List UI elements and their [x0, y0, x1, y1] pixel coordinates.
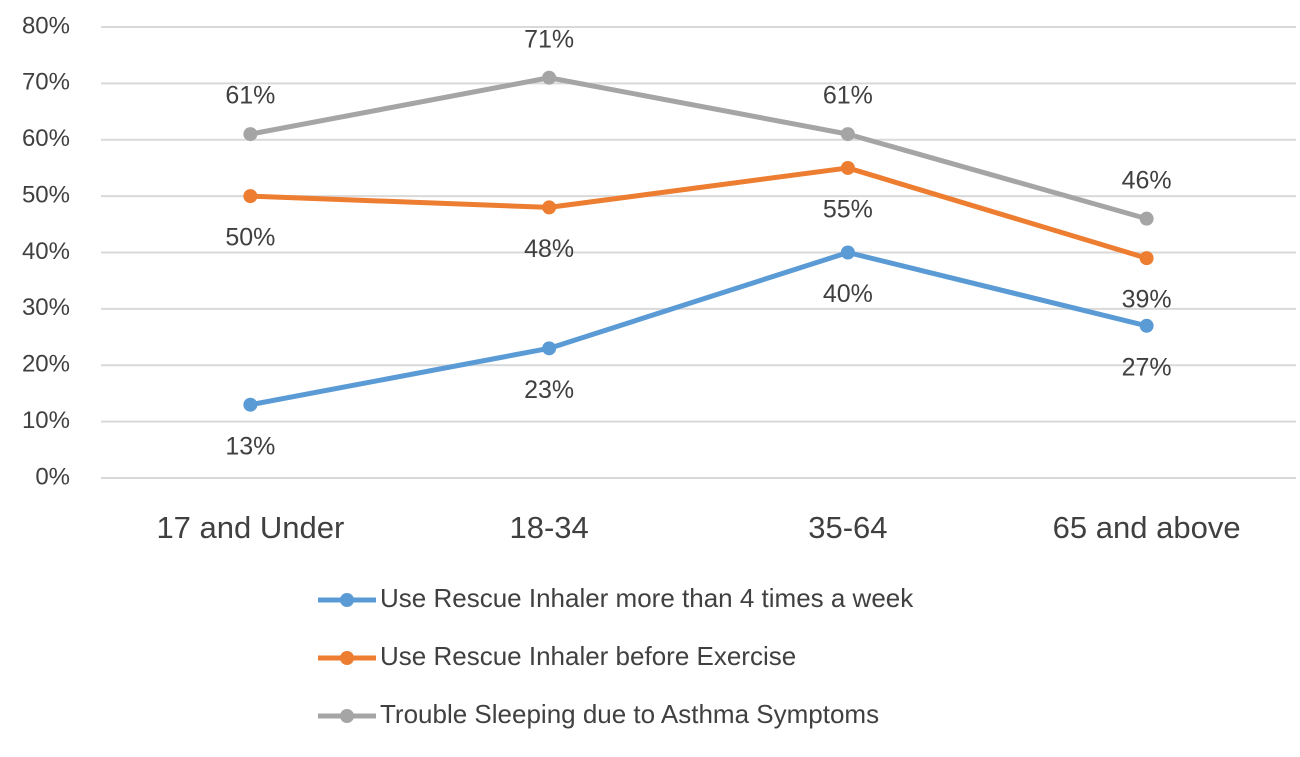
- data-label: 39%: [1122, 286, 1172, 314]
- x-tick-label: 65 and above: [1053, 510, 1241, 545]
- data-point: [542, 341, 557, 356]
- y-tick-label: 80%: [22, 12, 70, 39]
- data-label: 61%: [225, 82, 275, 110]
- data-label: 61%: [823, 82, 873, 110]
- legend-label: Trouble Sleeping due to Asthma Symptoms: [380, 699, 879, 729]
- y-tick-label: 10%: [22, 407, 70, 434]
- data-point: [542, 200, 557, 215]
- series-line: [247, 165, 1150, 261]
- data-label: 13%: [225, 432, 275, 460]
- x-tick-label: 35-64: [808, 510, 887, 545]
- data-label: 40%: [823, 280, 873, 308]
- y-tick-label: 30%: [22, 294, 70, 321]
- y-tick-label: 50%: [22, 181, 70, 208]
- data-point: [542, 70, 557, 85]
- y-tick-label: 60%: [22, 125, 70, 152]
- legend-label: Use Rescue Inhaler before Exercise: [380, 641, 796, 671]
- legend-marker: [340, 709, 354, 723]
- legend-marker: [340, 593, 354, 607]
- data-point: [243, 189, 258, 204]
- data-point: [840, 160, 855, 175]
- y-tick-label: 70%: [22, 69, 70, 96]
- data-label: 23%: [524, 376, 574, 404]
- data-point: [840, 127, 855, 142]
- series-line: [247, 250, 1150, 408]
- data-point: [840, 245, 855, 260]
- data-label: 27%: [1122, 353, 1172, 381]
- data-point: [1139, 211, 1154, 226]
- data-label: 48%: [524, 235, 574, 263]
- x-tick-label: 18-34: [509, 510, 588, 545]
- y-tick-label: 20%: [22, 351, 70, 378]
- data-point: [243, 127, 258, 142]
- legend-label: Use Rescue Inhaler more than 4 times a w…: [380, 583, 914, 613]
- data-point: [243, 397, 258, 412]
- y-tick-label: 40%: [22, 238, 70, 265]
- data-label: 46%: [1122, 166, 1172, 194]
- data-label: 50%: [225, 224, 275, 252]
- legend-marker: [340, 651, 354, 665]
- series-line: [247, 75, 1150, 222]
- data-label: 55%: [823, 196, 873, 224]
- data-point: [1139, 318, 1154, 333]
- data-label: 71%: [524, 25, 574, 53]
- data-point: [1139, 251, 1154, 266]
- y-tick-label: 0%: [35, 463, 70, 490]
- x-tick-label: 17 and Under: [156, 510, 344, 545]
